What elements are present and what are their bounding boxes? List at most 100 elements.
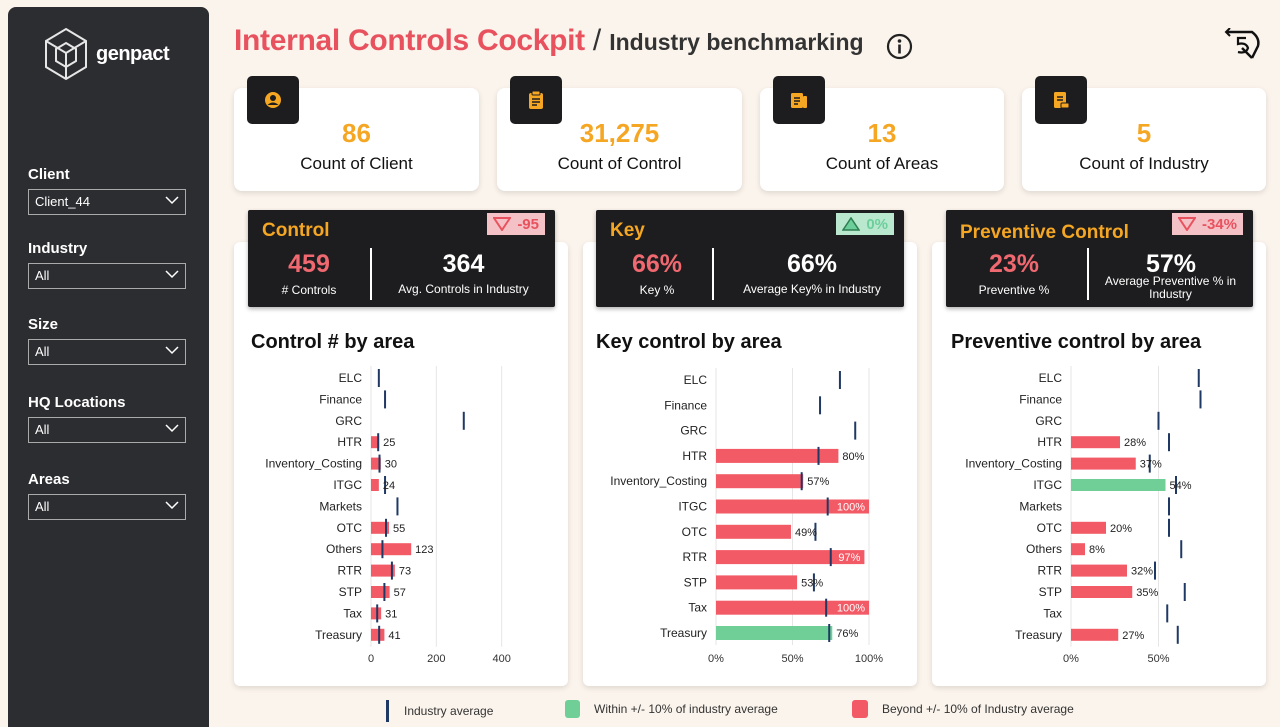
- category-label: ITGC: [333, 478, 362, 492]
- delta-badge: -95: [487, 213, 545, 235]
- legend-label: Industry average: [404, 704, 494, 718]
- bar: [1071, 543, 1085, 556]
- data-label: 123: [415, 544, 433, 556]
- beyond-swatch: [852, 700, 868, 718]
- client-icon: [265, 92, 281, 108]
- preventive-summary: Preventive Control -34% 23% Preventive %…: [946, 210, 1253, 307]
- areas-dropdown[interactable]: All: [28, 494, 186, 520]
- data-label: 32%: [1131, 566, 1153, 578]
- category-label: STP: [339, 585, 362, 599]
- preventive-control-by-area-chart: 0% 50% ELC Finance GRC HTR 28% Inventory_Costin…: [965, 366, 1202, 665]
- chevron-down-icon: [165, 346, 179, 355]
- data-label: 57: [394, 587, 406, 599]
- filter-label: Client: [28, 166, 70, 183]
- category-label: Markets: [319, 499, 362, 513]
- sidebar: genpact Client Client_44 Industry All Si…: [8, 7, 209, 727]
- category-label: Finance: [319, 392, 362, 406]
- back-icon[interactable]: [1224, 28, 1264, 62]
- bar: [716, 600, 869, 615]
- x-tick-label: 400: [492, 653, 510, 665]
- control-summary: Control -95 459 # Controls 364 Avg. Cont…: [248, 210, 555, 307]
- category-label: OTC: [682, 525, 708, 539]
- data-label: 49%: [795, 527, 817, 539]
- bar: [716, 474, 804, 489]
- summary-label: Key %: [639, 283, 675, 297]
- kpi-label: Count of Industry: [1079, 154, 1209, 173]
- category-label: RTR: [683, 550, 708, 564]
- bar: [1071, 479, 1166, 491]
- hq-locations-dropdown[interactable]: All: [28, 417, 186, 443]
- filter-label: Areas: [28, 471, 70, 488]
- key-control-by-area-chart: 0% 50% 100% ELC Finance GRC HTR 80% Inventory_Co…: [610, 368, 883, 665]
- delta-badge: -34%: [1171, 213, 1243, 235]
- client-dropdown[interactable]: Client_44: [28, 189, 186, 215]
- document-icon: [791, 93, 807, 108]
- bar: [371, 564, 395, 577]
- info-icon[interactable]: [886, 33, 913, 60]
- delta-badge: 0%: [836, 213, 894, 235]
- data-label: 20%: [1110, 523, 1132, 535]
- data-label: 25: [383, 437, 395, 449]
- summary-label: Preventive %: [978, 283, 1050, 297]
- key-summary: Key 0% 66% Key % 66% Average Key% in Ind…: [596, 210, 904, 307]
- delta-value: -95: [517, 215, 539, 233]
- bar: [1071, 628, 1119, 641]
- title-main: Internal Controls Cockpit: [234, 24, 585, 57]
- bar: [1071, 586, 1133, 598]
- kpi-value: 31,275: [579, 118, 660, 148]
- category-label: HTR: [337, 435, 362, 449]
- summary-title: Preventive Control: [960, 222, 1129, 243]
- data-label: 76%: [836, 628, 858, 640]
- category-label: ELC: [339, 371, 363, 385]
- divider: [1087, 248, 1089, 300]
- summary-title: Control: [262, 220, 330, 241]
- triangle-up-icon: [842, 217, 861, 231]
- dropdown-value: All: [35, 499, 50, 514]
- category-label: Tax: [343, 606, 362, 620]
- within-swatch: [565, 700, 580, 718]
- category-label: ELC: [684, 373, 708, 387]
- data-label: 80%: [842, 451, 864, 463]
- industry-icon: [1054, 92, 1070, 109]
- category-label: HTR: [1037, 435, 1062, 449]
- kpi-label: Count of Control: [557, 154, 682, 173]
- filter-size: Size All: [28, 316, 188, 365]
- x-tick-label: 200: [427, 653, 445, 665]
- bar: [371, 607, 382, 620]
- category-label: STP: [684, 575, 707, 589]
- chevron-down-icon: [165, 501, 179, 510]
- size-dropdown[interactable]: All: [28, 339, 186, 365]
- category-label: ITGC: [678, 500, 707, 514]
- brand-name: genpact: [96, 42, 170, 65]
- x-tick-label: 0: [368, 653, 374, 665]
- x-tick-label: 0%: [708, 653, 724, 665]
- kpi-card-areas: 13 Count of Areas: [760, 76, 1004, 191]
- summary-value: 66%: [631, 250, 683, 278]
- bar: [371, 586, 390, 598]
- data-label: 100%: [837, 603, 865, 615]
- data-label: 53%: [801, 577, 823, 589]
- industry-dropdown[interactable]: All: [28, 263, 186, 289]
- category-label: Treasury: [660, 626, 707, 640]
- bar: [1071, 521, 1106, 534]
- kpi-label: Count of Areas: [825, 154, 939, 173]
- x-tick-label: 0%: [1063, 653, 1079, 665]
- category-label: Finance: [1019, 392, 1062, 406]
- data-label: 28%: [1124, 437, 1146, 449]
- legend-label: Within +/- 10% of industry average: [594, 702, 778, 716]
- category-label: Inventory_Costing: [265, 457, 362, 471]
- data-label: 27%: [1122, 630, 1144, 642]
- category-label: Inventory_Costing: [610, 474, 707, 488]
- kpi-icon-box: [510, 76, 562, 124]
- triangle-down-icon: [1177, 217, 1196, 231]
- bar: [371, 479, 379, 491]
- bar: [371, 457, 381, 470]
- x-tick-label: 100%: [855, 653, 883, 665]
- divider: [712, 248, 714, 300]
- bar: [716, 575, 798, 590]
- category-label: STP: [1039, 585, 1062, 599]
- brand-logo: genpact: [44, 27, 170, 81]
- data-label: 37%: [1140, 459, 1162, 471]
- industry-label: Avg. Controls in Industry: [398, 282, 529, 296]
- bar: [371, 543, 412, 556]
